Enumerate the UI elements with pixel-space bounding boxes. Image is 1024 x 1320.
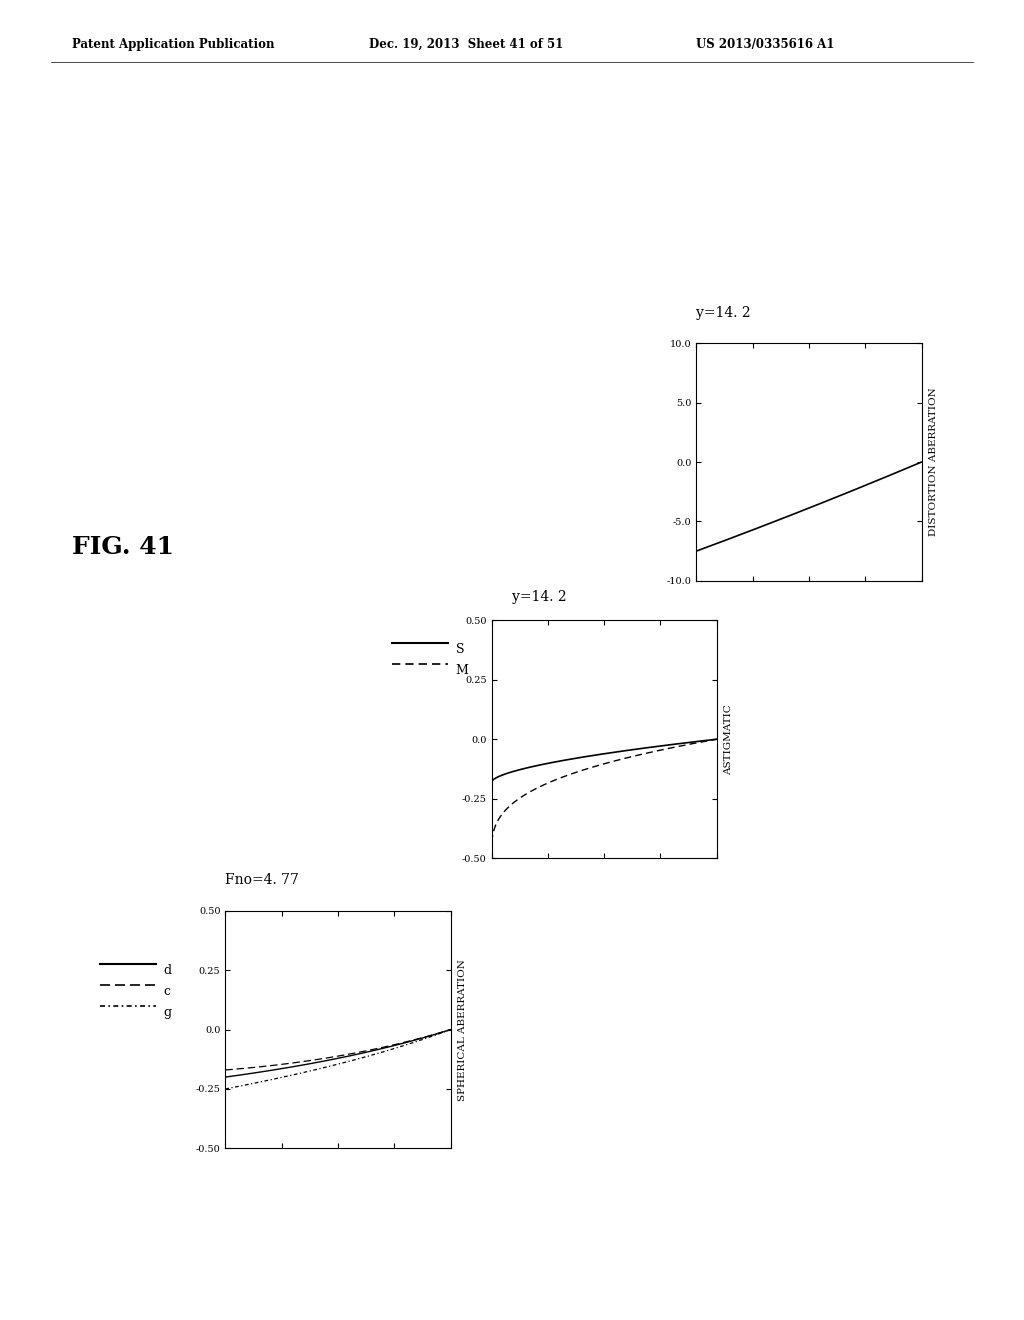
Text: Patent Application Publication: Patent Application Publication <box>72 37 274 50</box>
Y-axis label: ASTIGMATIC: ASTIGMATIC <box>724 704 733 775</box>
Y-axis label: SPHERICAL ABERRATION: SPHERICAL ABERRATION <box>458 958 467 1101</box>
Text: Dec. 19, 2013  Sheet 41 of 51: Dec. 19, 2013 Sheet 41 of 51 <box>369 37 563 50</box>
Text: y=14. 2: y=14. 2 <box>696 306 751 319</box>
Text: y=14. 2: y=14. 2 <box>512 590 566 603</box>
Text: g: g <box>164 1006 172 1019</box>
Text: c: c <box>164 985 171 998</box>
Text: d: d <box>164 964 172 977</box>
Text: M: M <box>456 664 469 677</box>
Y-axis label: DISTORTION ABERRATION: DISTORTION ABERRATION <box>929 388 938 536</box>
Text: US 2013/0335616 A1: US 2013/0335616 A1 <box>696 37 835 50</box>
Text: S: S <box>456 643 464 656</box>
Text: Fno=4. 77: Fno=4. 77 <box>225 874 299 887</box>
Text: FIG. 41: FIG. 41 <box>72 536 174 560</box>
